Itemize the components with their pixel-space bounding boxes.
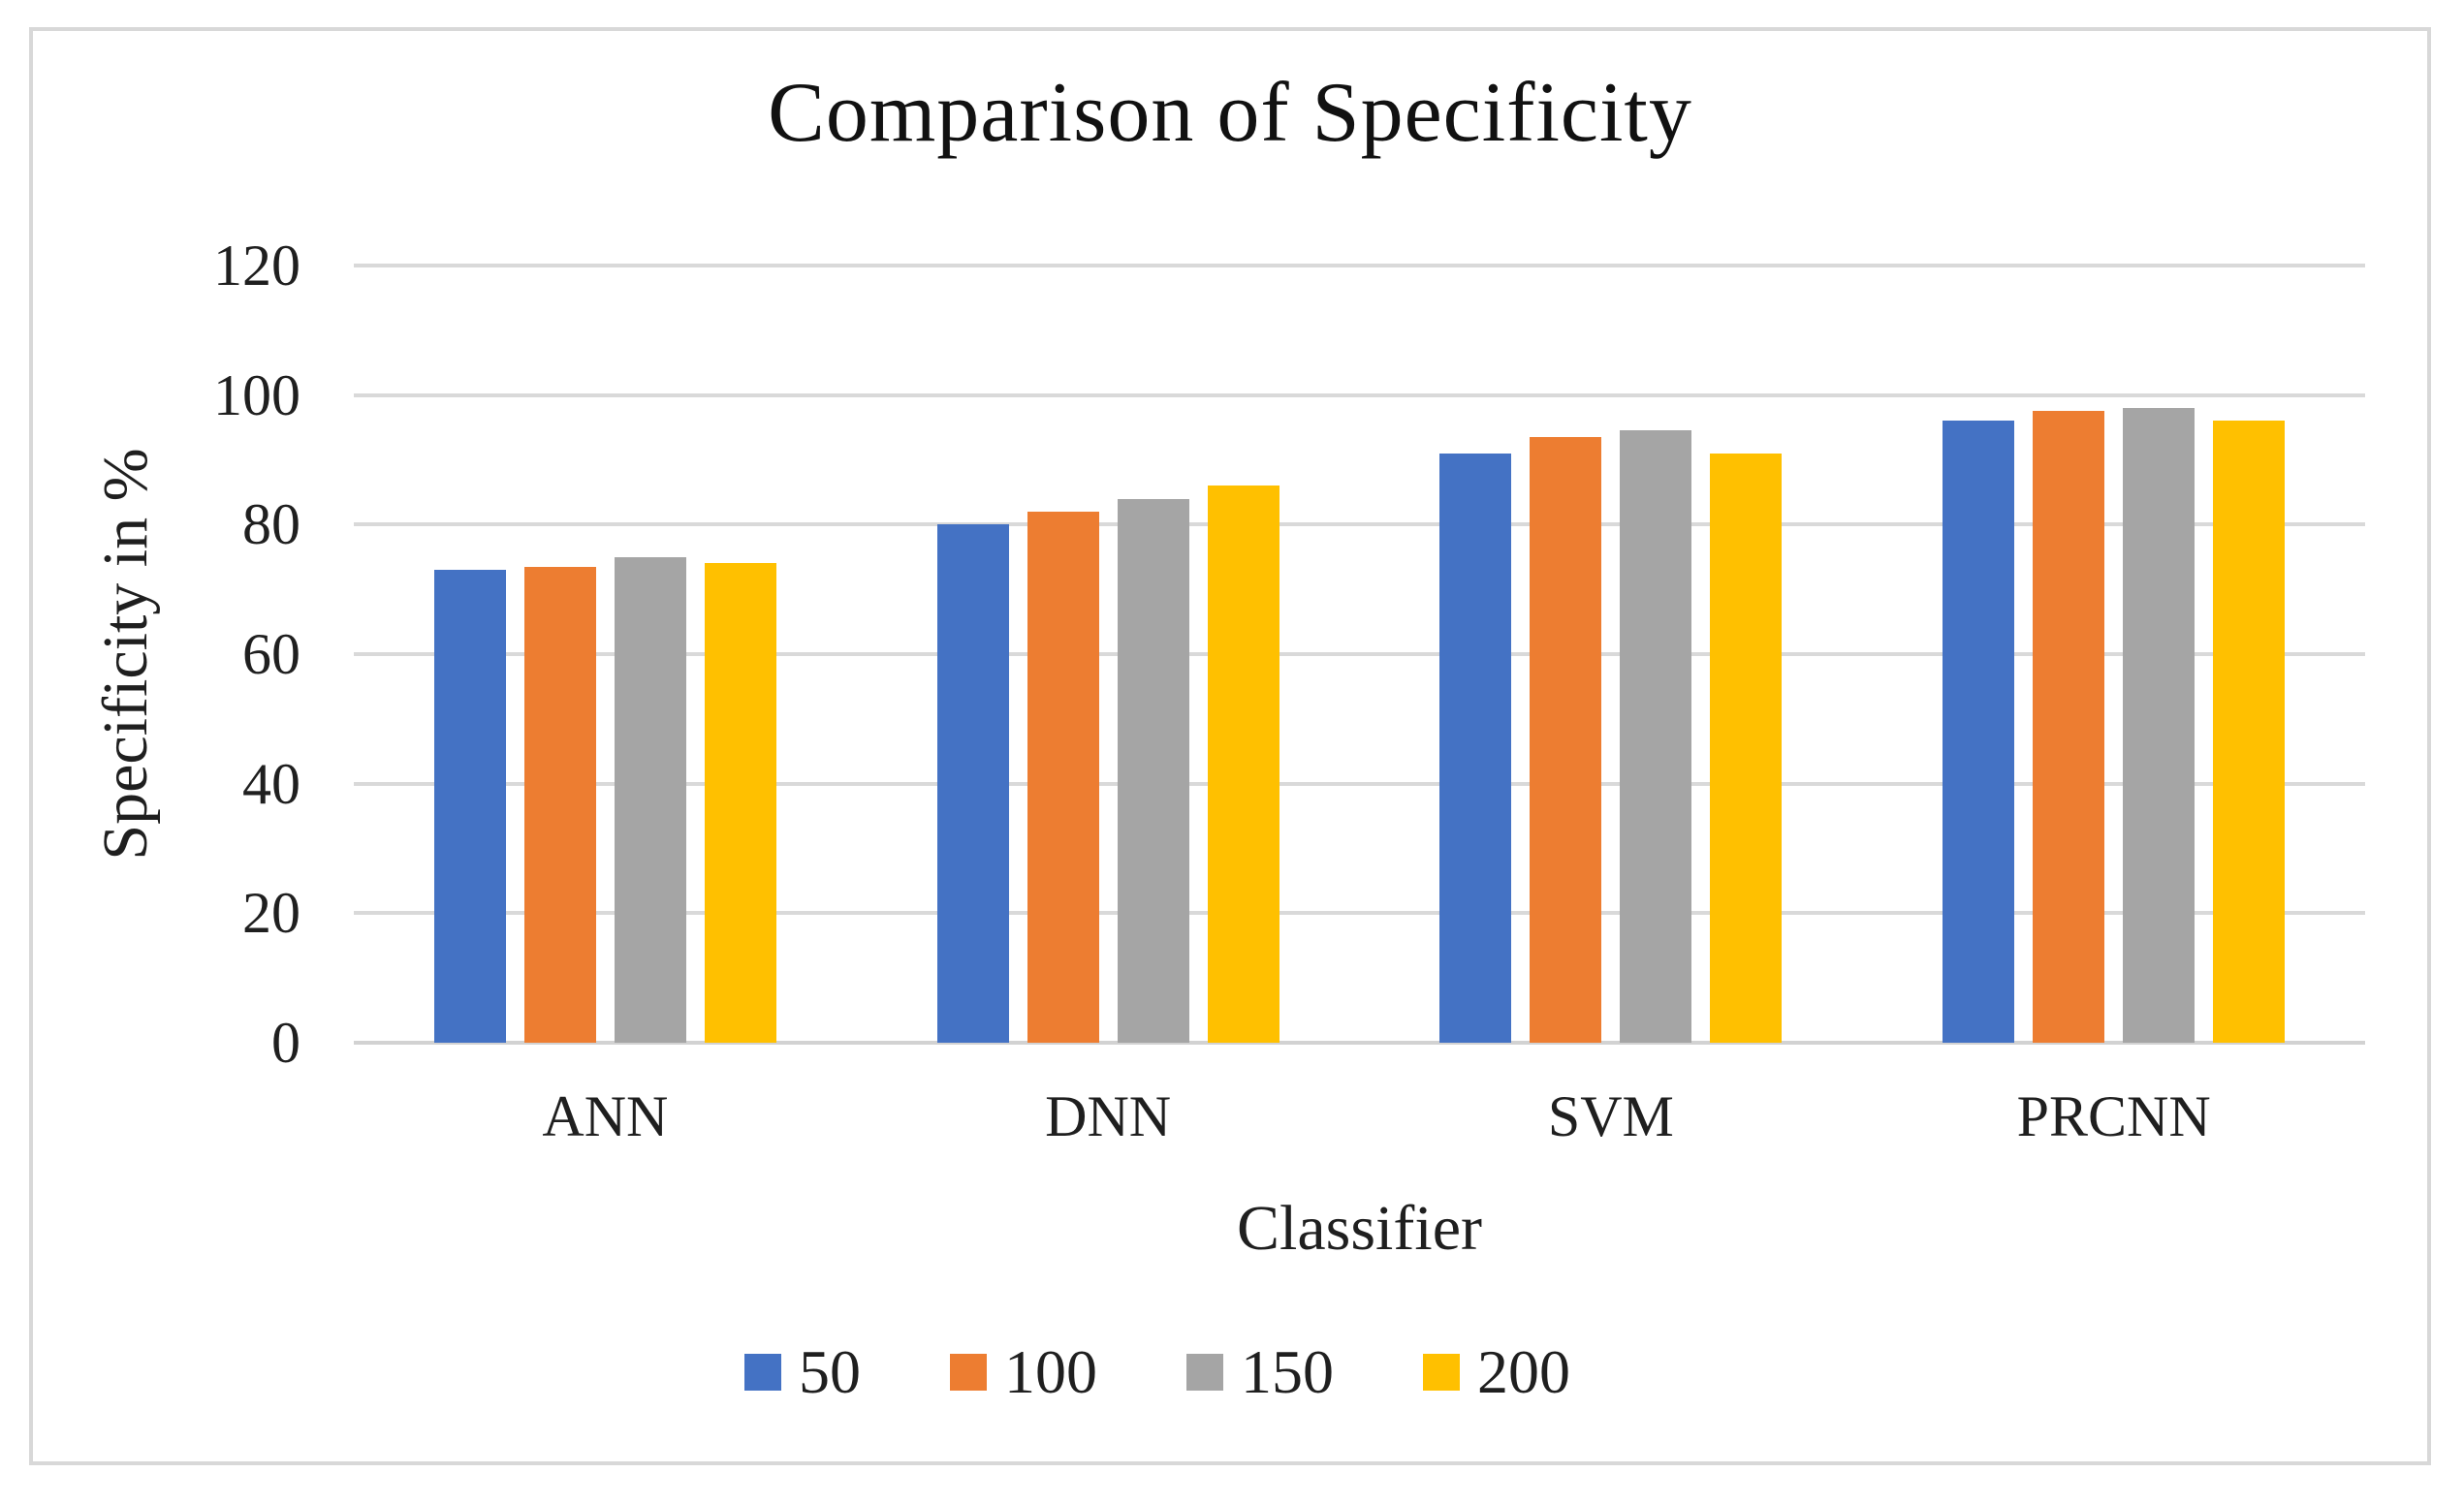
legend-label: 200 bbox=[1477, 1337, 1570, 1406]
legend-item-100: 100 bbox=[950, 1341, 1097, 1403]
bar-svm-200 bbox=[1710, 453, 1783, 1043]
legend-label: 150 bbox=[1241, 1337, 1334, 1406]
y-tick-label: 100 bbox=[213, 362, 300, 427]
bar-group-ann bbox=[354, 266, 857, 1043]
x-axis-line bbox=[354, 1041, 2365, 1045]
gridline bbox=[354, 652, 2365, 656]
legend-item-50: 50 bbox=[744, 1341, 861, 1403]
bar-svm-100 bbox=[1530, 437, 1602, 1043]
chart-title: Comparison of Specificity bbox=[768, 66, 1692, 160]
legend-item-150: 150 bbox=[1186, 1341, 1334, 1403]
bar-dnn-200 bbox=[1207, 486, 1279, 1043]
bar-ann-200 bbox=[704, 563, 776, 1043]
plot-area: 0 20 40 60 80 100 120 ANN DNN SVM PRCNN bbox=[213, 236, 2365, 1148]
legend-swatch-icon bbox=[1423, 1354, 1460, 1391]
x-tick-label-svm: SVM bbox=[1547, 1084, 1674, 1148]
bar-prcnn-50 bbox=[1943, 421, 2015, 1043]
bar-group-svm bbox=[1360, 266, 1863, 1043]
bar-svm-50 bbox=[1439, 453, 1512, 1043]
y-tick-label: 20 bbox=[242, 881, 300, 946]
chart-figure: Comparison of Specificity Specificity in… bbox=[29, 27, 2431, 1465]
bar-ann-100 bbox=[523, 566, 596, 1043]
y-tick-label: 40 bbox=[242, 751, 300, 816]
x-tick-label-dnn: DNN bbox=[1045, 1084, 1172, 1148]
bar-ann-50 bbox=[433, 570, 506, 1043]
bar-prcnn-100 bbox=[2033, 411, 2105, 1043]
legend-swatch-icon bbox=[1186, 1354, 1223, 1391]
bar-dnn-50 bbox=[936, 524, 1009, 1043]
x-axis-title: Classifier bbox=[1237, 1193, 1482, 1264]
legend-label: 100 bbox=[1004, 1337, 1097, 1406]
gridline bbox=[354, 264, 2365, 267]
bar-prcnn-200 bbox=[2213, 421, 2286, 1043]
y-tick-label: 80 bbox=[242, 492, 300, 557]
x-tick-label-prcnn: PRCNN bbox=[2016, 1084, 2211, 1148]
gridline bbox=[354, 781, 2365, 786]
bar-group-prcnn bbox=[1862, 266, 2365, 1043]
x-tick-label-ann: ANN bbox=[542, 1084, 669, 1148]
bar-svm-150 bbox=[1620, 430, 1692, 1043]
bar-prcnn-150 bbox=[2123, 408, 2195, 1043]
legend: 50 100 150 200 bbox=[33, 1341, 2282, 1403]
gridline bbox=[354, 911, 2365, 916]
y-tick-label: 60 bbox=[242, 622, 300, 686]
legend-swatch-icon bbox=[950, 1354, 987, 1391]
legend-label: 50 bbox=[799, 1337, 861, 1406]
y-tick-label: 120 bbox=[213, 234, 300, 298]
bar-group-dnn bbox=[857, 266, 1360, 1043]
legend-item-200: 200 bbox=[1423, 1341, 1570, 1403]
bar-dnn-150 bbox=[1117, 498, 1189, 1043]
gridline bbox=[354, 392, 2365, 397]
bar-ann-150 bbox=[614, 556, 686, 1043]
legend-swatch-icon bbox=[744, 1354, 781, 1391]
y-tick-label: 0 bbox=[271, 1011, 300, 1075]
gridline bbox=[354, 522, 2365, 527]
bar-dnn-100 bbox=[1027, 511, 1099, 1043]
